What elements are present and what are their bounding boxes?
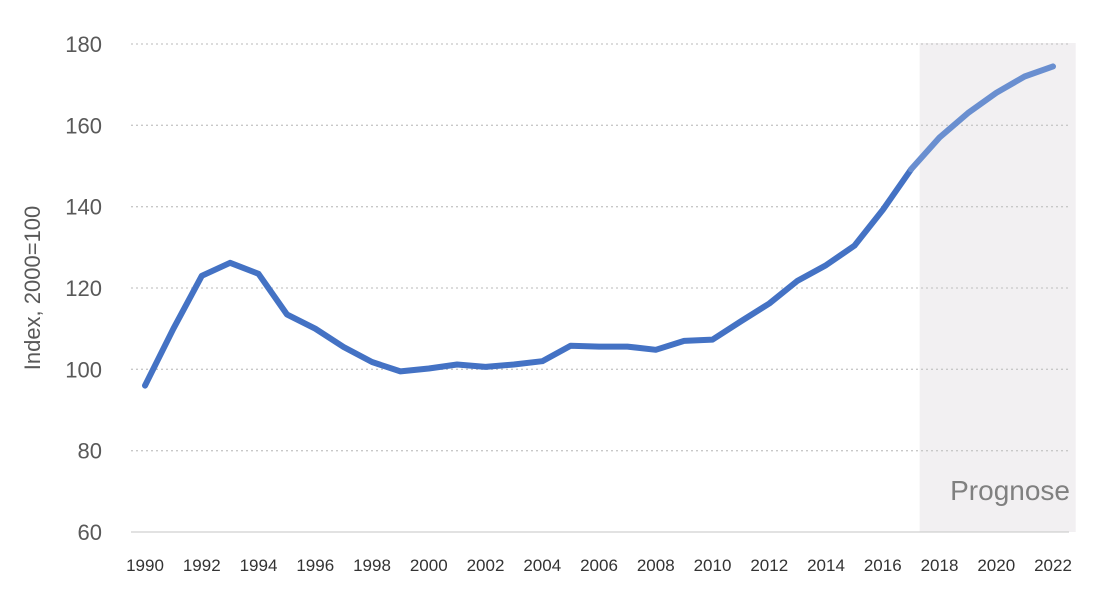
- data-point-1993: [227, 260, 233, 266]
- data-point-2010: [710, 337, 716, 343]
- data-point-2000: [426, 366, 432, 372]
- x-tick-label: 2010: [694, 556, 732, 575]
- x-tick-label: 2012: [750, 556, 788, 575]
- data-point-1994: [256, 271, 262, 277]
- data-point-2008: [653, 347, 659, 353]
- x-tick-label: 1992: [183, 556, 221, 575]
- gridlines: [131, 43, 1069, 452]
- data-point-1997: [341, 344, 347, 350]
- x-tick-label: 2018: [921, 556, 959, 575]
- x-tick-label: 2008: [637, 556, 675, 575]
- data-point-1991: [170, 326, 176, 332]
- data-point-1998: [369, 359, 375, 365]
- data-point-2009: [681, 338, 687, 344]
- data-point-1999: [397, 368, 403, 374]
- series-lines: [142, 63, 1056, 389]
- series-line-forecast: [908, 63, 1056, 173]
- y-tick-label: 160: [65, 113, 102, 138]
- data-point-2011: [738, 318, 744, 324]
- data-point-2015: [851, 243, 857, 249]
- forecast-label: Prognose: [950, 475, 1070, 506]
- data-point-2018: [937, 135, 943, 141]
- y-tick-label: 180: [65, 32, 102, 57]
- data-point-2014: [823, 262, 829, 268]
- x-tick-label: 2004: [523, 556, 561, 575]
- x-tick-label: 2002: [467, 556, 505, 575]
- series-line-historical: [142, 166, 915, 389]
- y-tick-label: 100: [65, 357, 102, 382]
- data-point-2016: [880, 207, 886, 213]
- data-points: [142, 63, 1056, 388]
- data-point-2002: [483, 364, 489, 370]
- data-point-2022: [1050, 63, 1056, 69]
- data-point-1992: [199, 273, 205, 279]
- x-tick-labels: 1990 1992 1994 1996 1998 2000 2002 2004 2006 2008…: [126, 556, 1072, 575]
- x-tick-label: 2022: [1034, 556, 1072, 575]
- data-point-1990: [142, 383, 148, 389]
- data-point-2007: [624, 344, 630, 350]
- data-point-2017: [908, 166, 914, 172]
- x-tick-label: 2000: [410, 556, 448, 575]
- x-tick-label: 2020: [977, 556, 1015, 575]
- x-tick-label: 1996: [296, 556, 334, 575]
- data-point-2003: [511, 361, 517, 367]
- y-axis-label: Index, 2000=100: [20, 206, 45, 371]
- x-tick-label: 1998: [353, 556, 391, 575]
- y-tick-labels: 60 80 100 120 140 160 180: [65, 32, 102, 545]
- data-point-2012: [766, 300, 772, 306]
- x-tick-label: 2006: [580, 556, 618, 575]
- y-tick-label: 120: [65, 276, 102, 301]
- data-point-2013: [795, 278, 801, 284]
- x-tick-label: 1990: [126, 556, 164, 575]
- data-point-1995: [284, 311, 290, 317]
- data-point-2001: [454, 361, 460, 367]
- data-point-2019: [965, 110, 971, 116]
- data-point-2021: [1022, 74, 1028, 80]
- data-point-1996: [312, 326, 318, 332]
- data-point-2004: [539, 358, 545, 364]
- y-tick-label: 140: [65, 195, 102, 220]
- data-point-2006: [596, 344, 602, 350]
- data-point-2005: [568, 343, 574, 349]
- x-tick-label: 2014: [807, 556, 845, 575]
- y-tick-label: 60: [78, 520, 102, 545]
- y-tick-label: 80: [78, 439, 102, 464]
- x-tick-label: 2016: [864, 556, 902, 575]
- x-tick-label: 1994: [240, 556, 278, 575]
- data-point-2020: [993, 90, 999, 96]
